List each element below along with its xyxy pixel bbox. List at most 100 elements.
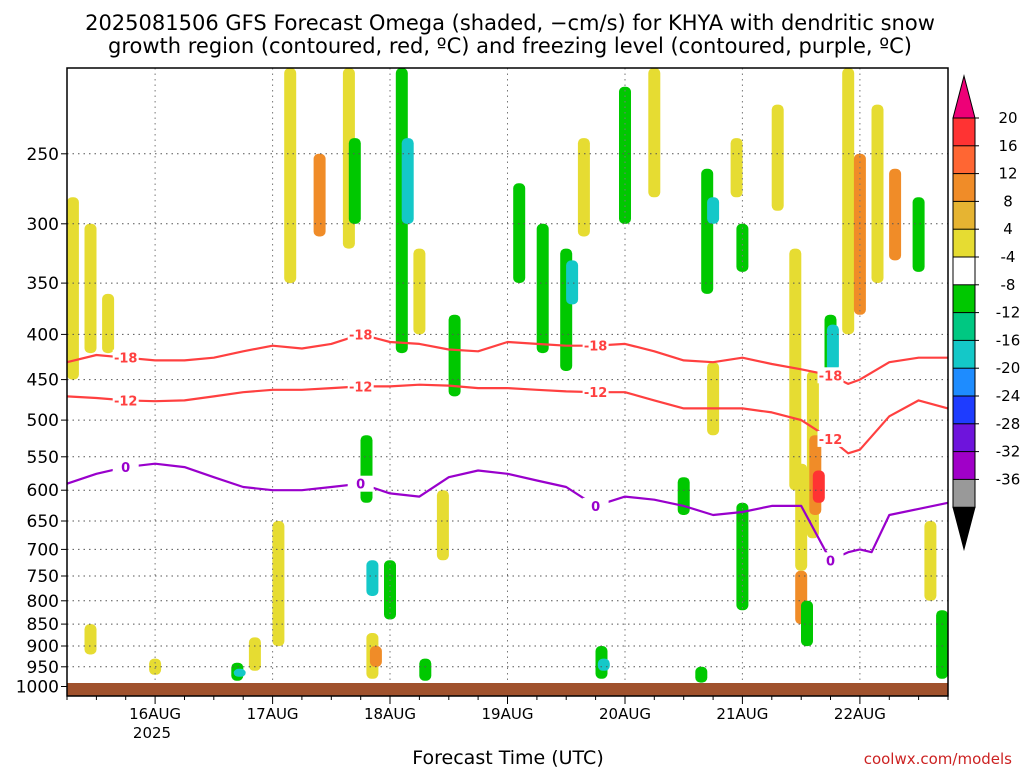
y-tick-label: 800: [27, 592, 59, 612]
colorbar-segment: [952, 145, 976, 175]
contour-label-bg: [582, 384, 609, 401]
colorbar-label: -8: [1001, 276, 1016, 294]
omega-cell: [436, 490, 449, 561]
omega-cell: [912, 197, 925, 272]
colorbar-segment: [952, 284, 976, 314]
colorbar-label: 4: [1003, 220, 1013, 238]
contour-label-bg: [347, 475, 374, 492]
y-tick-label: 750: [27, 567, 59, 587]
colorbar-segment: [952, 173, 976, 203]
omega-cell: [707, 362, 720, 436]
colorbar-label: -16: [996, 331, 1021, 349]
y-tick-label: 650: [27, 512, 59, 532]
colorbar-label: 8: [1003, 192, 1013, 210]
colorbar-segment: [952, 395, 976, 425]
y-tick-label: 500: [27, 411, 59, 431]
colorbar-label: 16: [998, 137, 1017, 155]
colorbar-segment: [952, 312, 976, 342]
omega-cell: [272, 521, 285, 647]
y-tick-label: 900: [27, 637, 59, 657]
omega-cell: [924, 521, 937, 601]
x-axis: 16AUG 17AUG 18AUG 19AUG 20AUG 21AUG 22AUG: [66, 696, 949, 723]
omega-cell: [566, 260, 579, 305]
omega-cell: [771, 104, 784, 211]
contour-label-bg: [347, 326, 374, 343]
y-tick-label: 600: [27, 481, 59, 501]
omega-cell: [102, 293, 115, 354]
x-tick-label: 17AUG: [247, 705, 299, 723]
contour-lines: -18 -18 -18 -18 -12 -12 -12 -12 0 0 0 0: [66, 326, 949, 569]
y-tick-label: 350: [27, 274, 59, 294]
omega-cell: [369, 646, 382, 667]
contour-label-bg: [817, 430, 844, 447]
omega-cell: [66, 197, 79, 380]
x-tick-label: 19AUG: [482, 705, 534, 723]
omega-cell: [707, 197, 720, 224]
omega-cell: [736, 502, 749, 611]
contour-label-bg: [112, 392, 139, 409]
colorbar-segment: [952, 451, 976, 481]
contour-label: -18: [349, 328, 373, 343]
colorbar-label: -28: [996, 415, 1021, 433]
contour-label: -12: [819, 433, 843, 448]
colorbar-label: -20: [996, 359, 1021, 377]
chart-title-line2: growth region (contoured, red, ºC) and f…: [108, 34, 912, 58]
omega-cell: [619, 86, 631, 224]
contour-label-bg: [112, 349, 139, 366]
x-tick-label: 16AUG: [129, 705, 181, 723]
omega-cell: [701, 168, 714, 294]
y-tick-label: 700: [27, 540, 59, 560]
omega-cell: [348, 138, 361, 224]
omega-cell: [789, 248, 802, 491]
colorbar-segment: [952, 228, 976, 258]
omega-cell: [577, 138, 590, 237]
omega-cell: [730, 138, 743, 198]
colorbar-label: 20: [998, 109, 1017, 127]
contour-label-bg: [817, 552, 844, 569]
y-tick-label: 450: [27, 371, 59, 391]
omega-cell: [889, 168, 902, 261]
omega-cell: [597, 658, 610, 671]
colorbar: 20 16 12 8 4 -4 -8 -12 -16 -20 -24 -28 -32 -36: [952, 74, 1021, 552]
omega-cell: [84, 624, 97, 655]
colorbar-segment: [952, 339, 976, 369]
omega-cell: [695, 666, 708, 683]
x-tick-label: 21AUG: [716, 705, 768, 723]
contour-label: -18: [584, 340, 608, 355]
omega-shading: [66, 68, 949, 683]
omega-cell: [536, 223, 549, 354]
omega-cell: [936, 610, 949, 679]
omega-cell: [795, 463, 808, 571]
ground-band: [67, 683, 948, 696]
omega-cell: [448, 314, 461, 397]
contour-label: 0: [591, 500, 600, 515]
colorbar-label: -4: [1001, 248, 1016, 266]
colorbar-label: -36: [996, 470, 1021, 488]
contour-label-bg: [817, 367, 844, 384]
contour-label-bg: [582, 497, 609, 514]
contour-label: 0: [826, 554, 835, 569]
contour-label: -18: [819, 369, 843, 384]
y-tick-label: 550: [27, 448, 59, 468]
omega-cell: [313, 153, 326, 237]
omega-cell: [871, 104, 884, 283]
contour-label-bg: [582, 337, 609, 354]
contour-label: -12: [114, 394, 138, 409]
x-axis-title: Forecast Time (UTC): [412, 747, 603, 768]
y-axis: 2503003504004505005506006507007508008509…: [16, 145, 67, 698]
omega-cell: [413, 248, 426, 335]
contour-label: -12: [349, 380, 373, 395]
omega-cell: [648, 68, 661, 198]
colorbar-segment: [952, 256, 976, 286]
x-tick-label: 18AUG: [364, 705, 416, 723]
colorbar-segment: [952, 200, 976, 230]
colorbar-label: 12: [998, 165, 1017, 183]
omega-cell: [801, 600, 813, 647]
omega-cell: [248, 637, 261, 671]
omega-cell: [842, 68, 855, 335]
contour-label-bg: [347, 378, 374, 395]
colorbar-segment: [952, 117, 976, 147]
colorbar-bottom-arrow: [952, 506, 976, 552]
x-year-label: 2025: [133, 724, 171, 742]
